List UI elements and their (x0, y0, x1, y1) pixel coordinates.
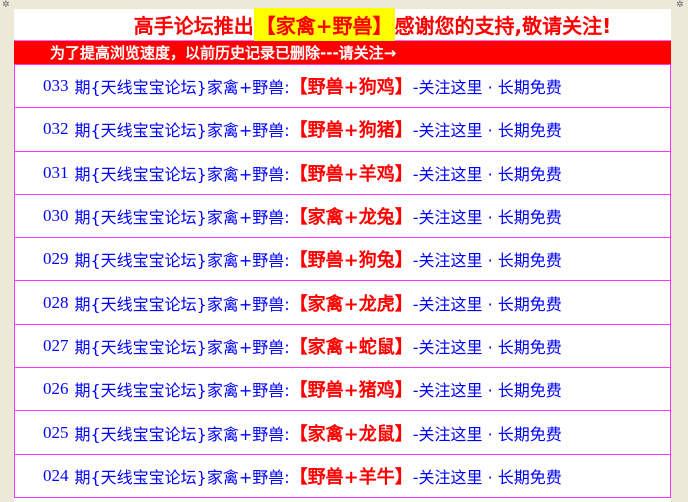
period-number: 032 (43, 119, 69, 139)
list-item[interactable]: 024 期{天线宝宝论坛}家禽+野兽: 【野兽+羊牛】 -关注这里 · 长期免费 (14, 454, 671, 498)
list-item[interactable]: 026 期{天线宝宝论坛}家禽+野兽: 【野兽+猪鸡】 -关注这里 · 长期免费 (14, 368, 671, 412)
forum-label: 期{天线宝宝论坛}家禽+野兽: (74, 164, 290, 184)
period-number: 027 (43, 335, 69, 355)
follow-text: -关注这里 · 长期免费 (412, 294, 562, 314)
follow-text: -关注这里 · 长期免费 (412, 467, 562, 487)
resize-handle-icon: ✲ (676, 0, 684, 10)
period-number: 029 (43, 249, 69, 269)
result-text: 【家禽+龙兔】 (289, 207, 413, 229)
results-list: 033 期{天线宝宝论坛}家禽+野兽: 【野兽+狗鸡】 -关注这里 · 长期免费 032… (14, 64, 671, 498)
result-text: 【野兽+狗鸡】 (289, 77, 413, 99)
list-item[interactable]: 032 期{天线宝宝论坛}家禽+野兽: 【野兽+狗猪】 -关注这里 · 长期免费 (14, 108, 671, 152)
list-item[interactable]: 029 期{天线宝宝论坛}家禽+野兽: 【野兽+狗兔】 -关注这里 · 长期免费 (14, 238, 671, 282)
list-item[interactable]: 033 期{天线宝宝论坛}家禽+野兽: 【野兽+狗鸡】 -关注这里 · 长期免费 (14, 64, 671, 109)
follow-text: -关注这里 · 长期免费 (412, 251, 562, 271)
follow-text: -关注这里 · 长期免费 (412, 121, 562, 141)
follow-text: -关注这里 · 长期免费 (412, 424, 562, 444)
forum-label: 期{天线宝宝论坛}家禽+野兽: (74, 424, 290, 444)
result-text: 【家禽+蛇鼠】 (289, 336, 413, 358)
result-text: 【家禽+龙鼠】 (289, 423, 413, 445)
forum-label: 期{天线宝宝论坛}家禽+野兽: (74, 251, 290, 271)
forum-label: 期{天线宝宝论坛}家禽+野兽: (74, 121, 290, 141)
forum-label: 期{天线宝宝论坛}家禽+野兽: (74, 337, 290, 357)
forum-label: 期{天线宝宝论坛}家禽+野兽: (74, 208, 290, 228)
result-text: 【家禽+龙虎】 (289, 293, 413, 315)
follow-text: -关注这里 · 长期免费 (412, 78, 562, 98)
resize-handle-icon: ✲ (2, 0, 10, 10)
result-text: 【野兽+狗猪】 (289, 120, 413, 142)
forum-label: 期{天线宝宝论坛}家禽+野兽: (74, 78, 290, 98)
follow-text: -关注这里 · 长期免费 (412, 208, 562, 228)
list-item[interactable]: 030 期{天线宝宝论坛}家禽+野兽: 【家禽+龙兔】 -关注这里 · 长期免费 (14, 194, 671, 239)
period-number: 030 (43, 206, 69, 226)
result-text: 【野兽+羊牛】 (289, 466, 413, 488)
list-item[interactable]: 031 期{天线宝宝论坛}家禽+野兽: 【野兽+羊鸡】 -关注这里 · 长期免费 (14, 151, 671, 195)
period-number: 024 (43, 465, 69, 485)
follow-text: -关注这里 · 长期免费 (412, 337, 562, 357)
title-highlight: 【家禽+野兽】 (253, 8, 395, 41)
list-item[interactable]: 027 期{天线宝宝论坛}家禽+野兽: 【家禽+蛇鼠】 -关注这里 · 长期免费 (14, 324, 671, 369)
period-number: 033 (43, 76, 69, 96)
result-text: 【野兽+猪鸡】 (289, 380, 413, 402)
period-number: 031 (43, 162, 69, 182)
title-prefix: 高手论坛推出 (133, 14, 254, 38)
period-number: 028 (43, 292, 69, 312)
follow-text: -关注这里 · 长期免费 (412, 164, 562, 184)
page-title: 高手论坛推出 【家禽+野兽】 感谢您的支持,敬请关注! (14, 8, 671, 41)
list-item[interactable]: 028 期{天线宝宝论坛}家禽+野兽: 【家禽+龙虎】 -关注这里 · 长期免费 (14, 281, 671, 325)
result-text: 【野兽+狗兔】 (289, 250, 413, 272)
forum-label: 期{天线宝宝论坛}家禽+野兽: (74, 294, 290, 314)
period-number: 025 (43, 422, 69, 442)
notice-bar: 为了提高浏览速度，以前历史记录已删除---请关注→ (14, 40, 671, 64)
forum-label: 期{天线宝宝论坛}家禽+野兽: (74, 381, 290, 401)
follow-text: -关注这里 · 长期免费 (412, 381, 562, 401)
content-frame: 高手论坛推出 【家禽+野兽】 感谢您的支持,敬请关注! 为了提高浏览速度，以前历史记… (14, 8, 671, 502)
forum-label: 期{天线宝宝论坛}家禽+野兽: (74, 467, 290, 487)
result-text: 【野兽+羊鸡】 (289, 163, 413, 185)
list-item[interactable]: 025 期{天线宝宝论坛}家禽+野兽: 【家禽+龙鼠】 -关注这里 · 长期免费 (14, 411, 671, 455)
period-number: 026 (43, 379, 69, 399)
title-suffix: 感谢您的支持,敬请关注! (394, 14, 612, 38)
